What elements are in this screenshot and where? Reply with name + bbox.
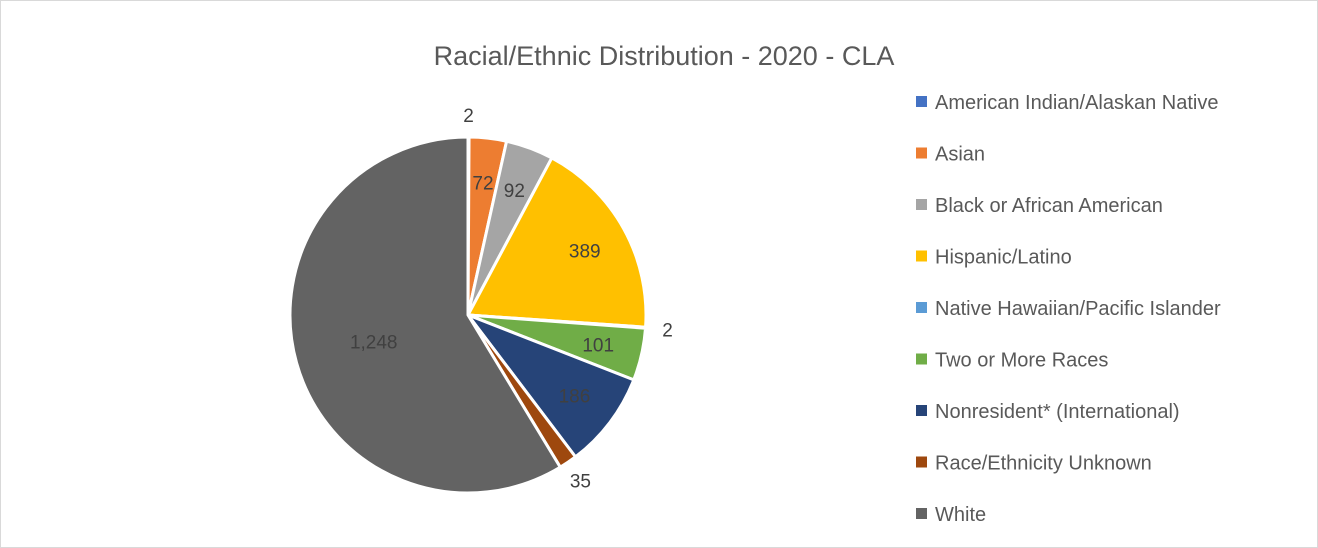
legend-swatch-asian [916, 147, 927, 159]
legend-swatch-native-hawaiian-pacific-islander [916, 302, 927, 313]
legend-label-hispanic-latino: Hispanic/Latino [935, 247, 1072, 269]
legend-entry-race-ethnicity-unknown: Race/Ethnicity Unknown [916, 453, 1152, 475]
legend-swatch-nonresident-international [916, 405, 927, 416]
legend-entry-nonresident-international: Nonresident* (International) [916, 401, 1180, 423]
data-label-white: 1,248 [350, 332, 398, 353]
legend-swatch-race-ethnicity-unknown [916, 456, 927, 468]
legend-swatch-black-or-african-american [916, 199, 927, 210]
pie-slice-white [288, 135, 562, 495]
pie-slice-nonresident-international [466, 313, 636, 459]
legend-label-nonresident-international: Nonresident* (International) [935, 401, 1180, 423]
legend-swatch-american-indian-alaskan-native [916, 96, 927, 107]
legend-entry-black-or-african-american: Black or African American [916, 195, 1163, 217]
legend-label-asian: Asian [935, 144, 985, 166]
legend-label-american-indian-alaskan-native: American Indian/Alaskan Native [935, 92, 1218, 114]
legend: American Indian/Alaskan Native Asian Black… [916, 92, 1221, 526]
legend-entry-white: White [916, 504, 986, 526]
data-label-hispanic-latino: 389 [569, 241, 601, 262]
legend-entry-asian: Asian [916, 144, 985, 166]
legend-label-white: White [935, 504, 986, 526]
data-label-black-or-african-american: 92 [504, 181, 525, 202]
pie-data-labels: 2 72 92 389 2 101 186 35 1,248 [350, 106, 673, 492]
pie-slices [288, 135, 648, 495]
chart-title: Racial/Ethnic Distribution - 2020 - CLA [434, 41, 895, 71]
legend-label-native-hawaiian-pacific-islander: Native Hawaiian/Pacific Islander [935, 298, 1221, 320]
legend-entry-american-indian-alaskan-native: American Indian/Alaskan Native [916, 92, 1218, 114]
legend-swatch-two-or-more-races [916, 353, 927, 365]
data-label-american-indian-alaskan-native: 2 [463, 106, 474, 127]
data-label-asian: 72 [472, 173, 493, 194]
data-label-two-or-more-races: 101 [582, 336, 614, 357]
legend-label-black-or-african-american: Black or African American [935, 195, 1163, 217]
legend-swatch-hispanic-latino [916, 250, 927, 262]
data-label-nonresident-international: 186 [559, 387, 591, 408]
pie-slice-hispanic-latino [466, 156, 648, 329]
legend-entry-hispanic-latino: Hispanic/Latino [916, 247, 1072, 269]
data-label-native-hawaiian-pacific-islander: 2 [662, 320, 673, 341]
legend-label-two-or-more-races: Two or More Races [935, 350, 1108, 372]
legend-entry-native-hawaiian-pacific-islander: Native Hawaiian/Pacific Islander [916, 298, 1221, 320]
legend-entry-two-or-more-races: Two or More Races [916, 350, 1108, 372]
data-label-race-ethnicity-unknown: 35 [570, 471, 591, 492]
legend-swatch-white [916, 508, 927, 519]
legend-label-race-ethnicity-unknown: Race/Ethnicity Unknown [935, 453, 1152, 475]
